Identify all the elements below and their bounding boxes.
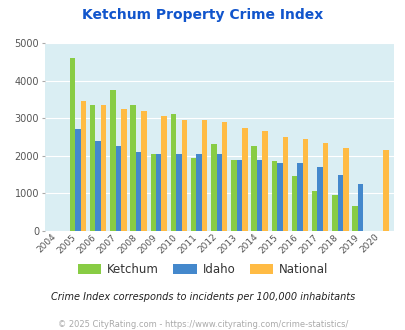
Bar	[271, 161, 276, 231]
Legend: Ketchum, Idaho, National: Ketchum, Idaho, National	[72, 258, 333, 281]
Bar	[201, 120, 207, 231]
Bar	[216, 154, 222, 231]
Text: Ketchum Property Crime Index: Ketchum Property Crime Index	[82, 8, 323, 22]
Bar	[317, 167, 322, 231]
Bar	[75, 129, 81, 231]
Bar	[331, 195, 337, 231]
Bar	[382, 150, 388, 231]
Bar	[121, 109, 126, 231]
Bar	[276, 163, 282, 231]
Bar	[161, 116, 166, 231]
Bar	[262, 131, 267, 231]
Bar	[150, 154, 156, 231]
Bar	[337, 175, 342, 231]
Bar	[135, 152, 141, 231]
Bar	[170, 115, 176, 231]
Bar	[190, 158, 196, 231]
Bar	[291, 177, 296, 231]
Bar	[81, 101, 86, 231]
Bar	[357, 184, 362, 231]
Bar	[196, 154, 201, 231]
Bar	[211, 145, 216, 231]
Bar	[352, 206, 357, 231]
Bar	[236, 159, 241, 231]
Bar	[311, 191, 317, 231]
Text: © 2025 CityRating.com - https://www.cityrating.com/crime-statistics/: © 2025 CityRating.com - https://www.city…	[58, 320, 347, 329]
Bar	[251, 147, 256, 231]
Bar	[130, 105, 135, 231]
Bar	[296, 163, 302, 231]
Bar	[181, 120, 187, 231]
Bar	[100, 105, 106, 231]
Bar	[110, 90, 115, 231]
Bar	[322, 143, 328, 231]
Text: Crime Index corresponds to incidents per 100,000 inhabitants: Crime Index corresponds to incidents per…	[51, 292, 354, 302]
Bar	[302, 139, 307, 231]
Bar	[70, 58, 75, 231]
Bar	[156, 154, 161, 231]
Bar	[95, 141, 100, 231]
Bar	[231, 159, 236, 231]
Bar	[141, 111, 146, 231]
Bar	[256, 159, 262, 231]
Bar	[176, 154, 181, 231]
Bar	[222, 122, 227, 231]
Bar	[282, 137, 287, 231]
Bar	[342, 148, 347, 231]
Bar	[90, 105, 95, 231]
Bar	[115, 147, 121, 231]
Bar	[241, 128, 247, 231]
